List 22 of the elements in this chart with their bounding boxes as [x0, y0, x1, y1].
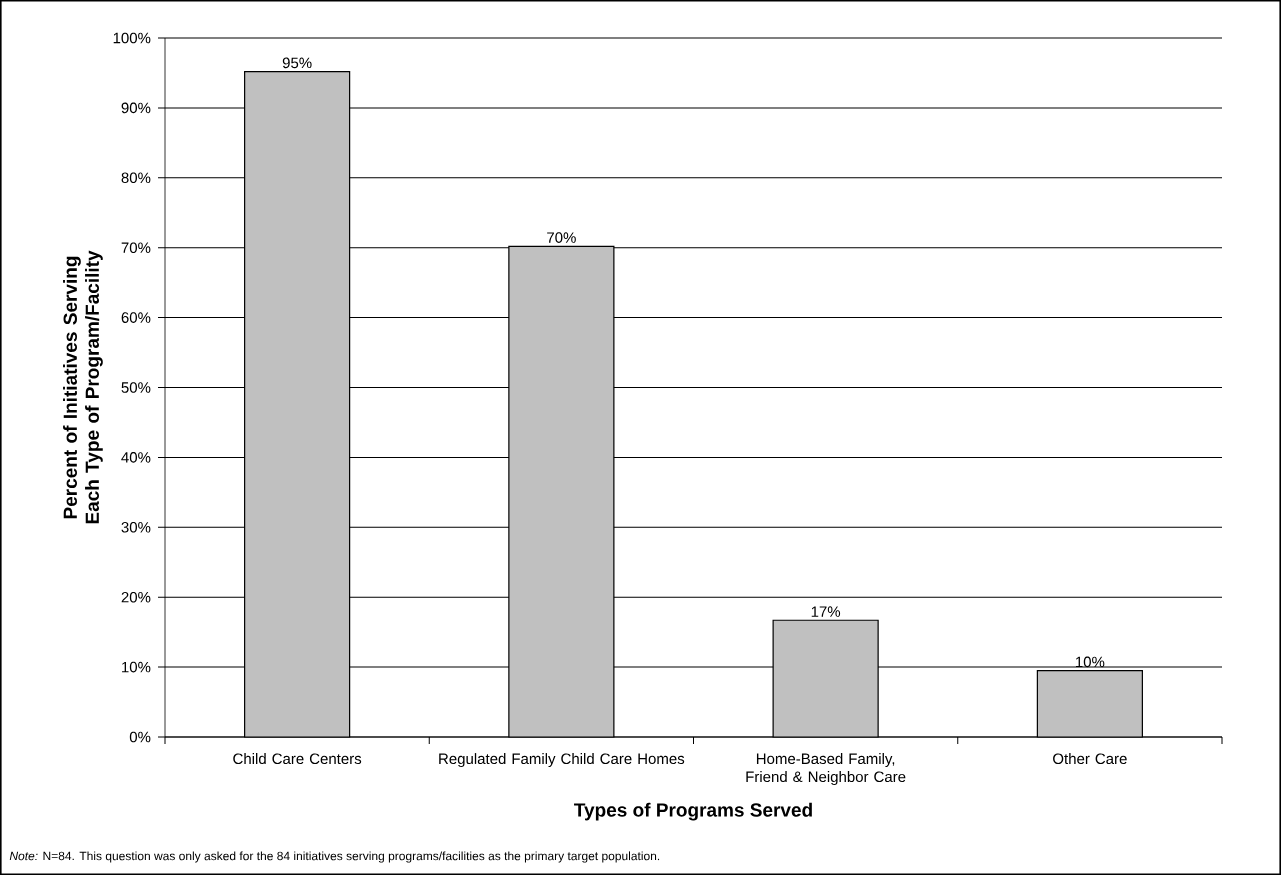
y-tick-label: 50% — [121, 382, 151, 393]
y-tick-label: 30% — [121, 521, 151, 533]
y-tick-label: 80% — [121, 172, 151, 184]
y-tick-label: 100% — [113, 32, 151, 44]
y-tick-label: 70% — [121, 242, 151, 254]
y-tick-label: 60% — [121, 312, 151, 323]
y-tick-label: 10% — [122, 661, 151, 673]
data-label: 10% — [1075, 656, 1105, 668]
data-label: 70% — [547, 232, 576, 243]
text: Note: N=84. This question was only asked for the 84 initiatives serving programs/facilities as the primary target population. — [9, 851, 660, 863]
x-tick-label: Other Care — [1053, 753, 1127, 765]
data-label: 17% — [811, 606, 841, 617]
y-axis-title: Percent of Initiatives Serving Each Type of Program/Facility — [63, 250, 103, 524]
x-tick-label: Home-Based Family, Friend & Neighbor Care — [746, 753, 906, 786]
y-tick-label: 20% — [121, 591, 151, 603]
x-tick-label: Regulated Family Child Care Homes — [439, 753, 685, 768]
x-axis-title: Types of Programs Served — [574, 802, 812, 821]
data-label: 95% — [282, 57, 312, 69]
y-tick-label: 90% — [121, 102, 151, 114]
y-tick-label: 0% — [129, 731, 151, 743]
y-tick-label: 40% — [121, 452, 151, 463]
x-tick-label: Child Care Centers — [233, 753, 362, 765]
